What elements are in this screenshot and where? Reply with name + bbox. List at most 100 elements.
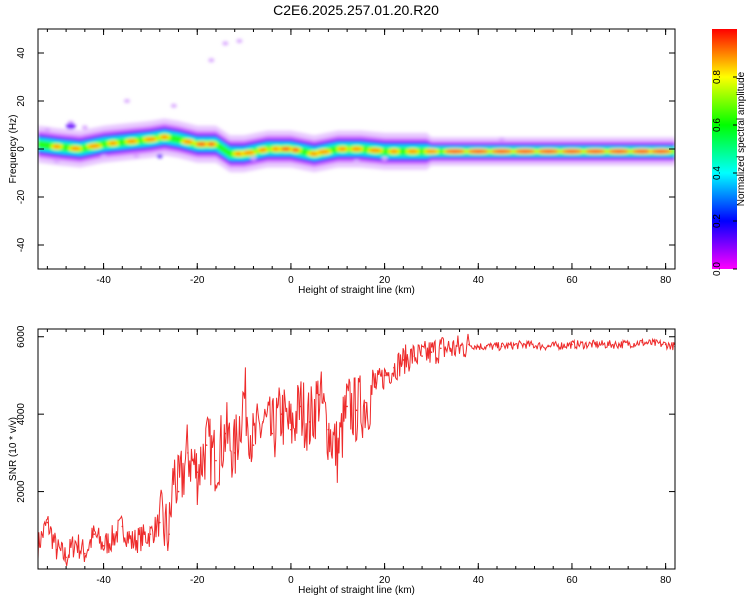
snr-data-point bbox=[262, 421, 264, 423]
spec-speck bbox=[222, 41, 229, 46]
snr-y-tick-label: 2000 bbox=[16, 480, 27, 503]
snr-y-axis-label: SNR (10 * v/v) bbox=[8, 417, 19, 481]
spec-hotspot-red bbox=[338, 147, 347, 151]
snr-data-point bbox=[374, 386, 377, 388]
colorbar-tick-label: 0.4 bbox=[712, 166, 723, 180]
spec-hotspot-red bbox=[182, 140, 193, 144]
spec-hotspot-red bbox=[160, 135, 169, 139]
spec-y-tick-label: 0 bbox=[16, 146, 27, 152]
colorbar-tick-label: 0.2 bbox=[712, 214, 723, 228]
snr-data-point bbox=[84, 552, 86, 555]
spec-speck bbox=[353, 159, 360, 163]
snr-data-point bbox=[46, 521, 49, 524]
snr-data-point bbox=[336, 452, 339, 454]
snr-x-tick-label: 60 bbox=[566, 575, 578, 586]
spec-hotspot-red bbox=[444, 149, 465, 154]
colorbar: 0.0 0.2 0.4 0.6 0.8 Normalized spectral ampli… bbox=[712, 29, 747, 276]
snr-data-point bbox=[477, 345, 480, 348]
snr-data-point bbox=[440, 347, 442, 350]
figure-title: C2E6.2025.257.01.20.R20 bbox=[273, 2, 439, 18]
snr-data-point bbox=[290, 428, 292, 431]
spec-x-tick-label: 0 bbox=[288, 275, 294, 286]
snr-data-point bbox=[112, 537, 114, 539]
snr-data-point bbox=[365, 401, 367, 404]
spec-y-tick-label: -40 bbox=[16, 237, 27, 252]
snr-x-axis-label: Height of straight line (km) bbox=[298, 585, 415, 596]
spec-hotspot-red bbox=[608, 149, 629, 154]
spec-x-tick-label: 60 bbox=[566, 275, 578, 286]
snr-data-point bbox=[224, 432, 227, 435]
spec-x-tick-label: 40 bbox=[473, 275, 485, 286]
spec-hotspot-red bbox=[108, 141, 117, 146]
snr-data-point bbox=[130, 541, 133, 543]
snr-line bbox=[38, 333, 675, 567]
snr-data-point bbox=[93, 533, 96, 535]
spec-x-axis-label: Height of straight line (km) bbox=[298, 285, 415, 296]
spec-speck bbox=[123, 99, 130, 103]
spec-hotspot-red bbox=[258, 148, 267, 152]
snr-data-point bbox=[449, 347, 451, 350]
spec-hotspot-red bbox=[317, 150, 330, 154]
snr-data-point bbox=[158, 521, 161, 524]
spec-hotspot-red bbox=[632, 149, 653, 154]
snr-data-point bbox=[168, 533, 170, 535]
spec-hotspot-red bbox=[585, 149, 606, 154]
spec-hotspot-red bbox=[369, 148, 382, 153]
snr-data-point bbox=[318, 394, 320, 396]
snr-data-point bbox=[617, 343, 620, 346]
snr-data-point bbox=[641, 341, 644, 344]
spec-y-tick-label: -20 bbox=[16, 189, 27, 204]
snr-x-tick-label: -40 bbox=[96, 575, 111, 586]
spec-hotspot-red bbox=[561, 149, 582, 154]
snr-data-point bbox=[271, 432, 273, 435]
snr-data-point bbox=[121, 525, 124, 528]
snr-frame bbox=[37, 328, 676, 570]
spec-hotspot-red bbox=[207, 142, 216, 146]
snr-data-point bbox=[173, 471, 175, 474]
spec-x-tick-label: 80 bbox=[660, 275, 672, 286]
snr-data-point bbox=[524, 343, 526, 346]
spec-speck bbox=[156, 154, 163, 159]
snr-x-tick-label: 20 bbox=[379, 575, 391, 586]
spec-x-tick-label: 20 bbox=[379, 275, 391, 286]
colorbar-tick-label: 0.0 bbox=[712, 262, 723, 276]
spec-hotspot-red bbox=[195, 142, 208, 146]
snr-data-point bbox=[149, 533, 152, 535]
snr-data-point bbox=[233, 452, 236, 454]
snr-data-point bbox=[177, 490, 180, 493]
spec-y-tick-label: 20 bbox=[16, 95, 27, 107]
snr-data-point bbox=[299, 405, 302, 408]
snr-x-tick-label: -20 bbox=[190, 575, 205, 586]
snr-data-point bbox=[243, 394, 245, 396]
snr-data-point bbox=[664, 343, 667, 346]
snr-data-point bbox=[205, 444, 208, 446]
snr-data-point bbox=[547, 345, 550, 348]
spec-speck bbox=[53, 159, 60, 163]
spec-speck bbox=[250, 156, 257, 161]
spec-hotspot-red bbox=[407, 149, 418, 154]
snr-data-point bbox=[355, 409, 358, 412]
colorbar-tick-label: 0.8 bbox=[712, 70, 723, 84]
spec-hotspot-red bbox=[351, 147, 362, 151]
snr-data-point bbox=[500, 345, 503, 348]
snr-data-point bbox=[55, 548, 58, 551]
snr-x-tick-label: 40 bbox=[473, 575, 485, 586]
spec-hotspot-red bbox=[538, 149, 559, 154]
colorbar-tick-label: 0.6 bbox=[712, 118, 723, 132]
snr-y-tick-label: 4000 bbox=[16, 403, 27, 426]
spec-y-axis-label: Frequency (Hz) bbox=[8, 115, 19, 184]
spec-hotspot-red bbox=[280, 147, 293, 151]
spec-speck bbox=[236, 39, 243, 43]
spec-hotspot-red bbox=[389, 149, 398, 154]
snr-series bbox=[38, 333, 675, 567]
snr-data-point bbox=[280, 413, 283, 415]
spec-speck bbox=[170, 103, 177, 108]
snr-data-point bbox=[594, 343, 597, 346]
snr-data-point bbox=[458, 347, 461, 350]
snr-data-point bbox=[571, 343, 573, 346]
spec-hotspot-red bbox=[52, 144, 61, 149]
colorbar-fill bbox=[712, 29, 737, 269]
snr-y-tick-label: 6000 bbox=[16, 325, 27, 348]
snr-data-point bbox=[196, 471, 199, 474]
